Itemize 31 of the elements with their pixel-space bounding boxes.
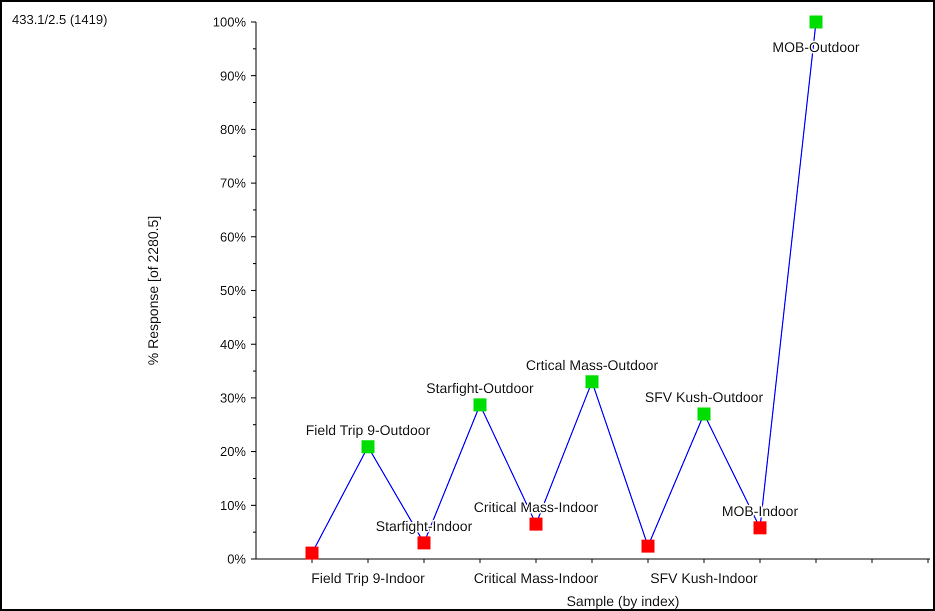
y-tick-label: 50%: [220, 283, 246, 298]
x-tick-label: Critical Mass-Indoor: [474, 570, 599, 586]
x-axis-title: Sample (by index): [566, 593, 680, 609]
point: [810, 16, 822, 28]
point: [586, 375, 598, 388]
y-tick-label: 30%: [220, 390, 246, 406]
point: [306, 546, 318, 560]
y-axis-title: % Response [of 2280.5]: [145, 216, 161, 366]
x-tick-label: Field Trip 9-Indoor: [311, 570, 426, 586]
annotation: Starfight-Outdoor: [426, 380, 534, 396]
y-tick-label: 90%: [220, 68, 246, 84]
y-tick-label: 100%: [212, 14, 246, 30]
annotation: Crtical Mass-Outdoor: [526, 356, 658, 373]
annotation: SFV Kush-Outdoor: [644, 389, 764, 406]
x-tick-label: SFV Kush-Indoor: [650, 570, 758, 586]
y-tick-label: 60%: [220, 229, 246, 244]
point: [474, 398, 486, 412]
point: [362, 440, 374, 454]
point: [530, 518, 542, 531]
y-tick-label: 40%: [220, 336, 246, 352]
y-tick-label: 10%: [220, 498, 246, 513]
y-tick-label: 70%: [220, 176, 246, 191]
point: [698, 408, 710, 421]
annotation: Field Trip 9-Outdoor: [306, 422, 431, 438]
point: [642, 540, 654, 553]
y-tick-label: 80%: [220, 122, 246, 137]
point: [418, 536, 430, 550]
point: [754, 521, 766, 534]
text: 433.1/2.5 (1419): [12, 12, 108, 27]
y-tick-label: 0%: [227, 552, 246, 567]
y-tick-label: 20%: [220, 444, 246, 460]
